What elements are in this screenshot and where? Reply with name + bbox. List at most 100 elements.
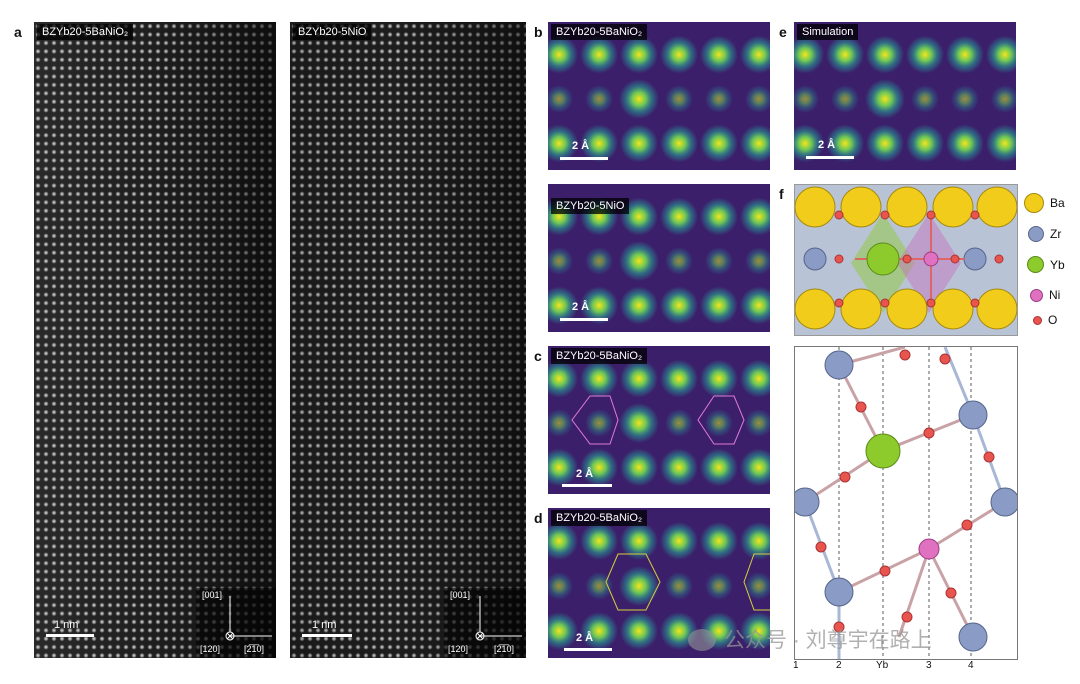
hexagon-outline bbox=[605, 553, 661, 611]
column-label: 2 bbox=[836, 660, 842, 671]
axis-left-label: [120] bbox=[200, 644, 221, 654]
zone-axis-box-right: [001] [120] [2̅1̅0] bbox=[444, 588, 526, 658]
axis-right-label: [2̅1̅0] bbox=[494, 644, 515, 654]
axis-right-label: [2̅1̅0] bbox=[244, 644, 265, 654]
o-atom bbox=[899, 349, 911, 361]
legend-item-o: O bbox=[1030, 313, 1057, 327]
ba-row-bottom bbox=[795, 288, 1017, 330]
scale-bar-2a bbox=[560, 157, 608, 160]
intensity-peak bbox=[665, 572, 693, 600]
ba-atom bbox=[795, 186, 836, 228]
intensity-peak bbox=[660, 286, 698, 325]
intensity-peak bbox=[739, 286, 770, 325]
intensity-peak bbox=[548, 247, 574, 275]
map-label: BZYb20-5BaNiO₂ bbox=[551, 24, 648, 40]
intensity-peak bbox=[865, 79, 905, 119]
o-atom bbox=[945, 587, 957, 599]
o-atom bbox=[961, 519, 973, 531]
intensity-map-c: BZYb20-5BaNiO₂ 2 Å bbox=[548, 346, 770, 494]
intensity-peak bbox=[739, 522, 770, 560]
intensity-peak bbox=[660, 197, 698, 236]
intensity-peak bbox=[866, 124, 904, 163]
o-atoms bbox=[834, 210, 1004, 308]
ba-swatch-icon bbox=[1024, 193, 1044, 213]
o-atom bbox=[901, 611, 913, 623]
intensity-peak bbox=[548, 448, 579, 487]
intensity-peak bbox=[665, 409, 693, 437]
zr-row bbox=[803, 247, 987, 271]
zr-atom bbox=[958, 622, 988, 652]
intensity-peak bbox=[699, 35, 738, 74]
intensity-peak bbox=[985, 124, 1016, 163]
scale-bar-text-right: 1 nm bbox=[312, 619, 337, 631]
legend-item-ba: Ba bbox=[1024, 193, 1065, 213]
intensity-map-svg bbox=[794, 22, 1016, 170]
intensity-peak bbox=[580, 35, 619, 74]
scale-bar-2a bbox=[806, 156, 854, 159]
intensity-peak bbox=[580, 448, 619, 487]
intensity-map-b-banio2: BZYb20-5BaNiO₂ 2 Å bbox=[548, 22, 770, 170]
column-label: 3 bbox=[926, 660, 932, 671]
intensity-peak bbox=[985, 35, 1016, 74]
panel-d-letter: d bbox=[534, 510, 543, 526]
intensity-peak bbox=[585, 85, 614, 113]
o-atom bbox=[994, 254, 1004, 264]
stem-image-bzyb20-5nio: BZYb20-5NiO 1 nm [001] [120] [2̅1̅0] bbox=[290, 22, 526, 658]
scale-bar-2a bbox=[560, 318, 608, 321]
legend-item-yb: Yb bbox=[1026, 256, 1065, 273]
zr-atom bbox=[963, 247, 987, 271]
column-label: 1 bbox=[793, 660, 799, 671]
intensity-peak bbox=[744, 85, 770, 113]
intensity-peak bbox=[794, 35, 825, 74]
intensity-peak bbox=[665, 247, 693, 275]
intensity-peak bbox=[660, 35, 698, 74]
o-atom bbox=[970, 210, 980, 220]
intensity-peak bbox=[548, 359, 579, 398]
column-label: 4 bbox=[968, 660, 974, 671]
scale-bar-text: 2 Å bbox=[576, 468, 594, 480]
hexagon-outline bbox=[697, 395, 745, 445]
ba-atom bbox=[795, 288, 836, 330]
intensity-peak bbox=[950, 85, 979, 113]
intensity-peak bbox=[739, 197, 770, 236]
intensity-map-svg bbox=[548, 508, 770, 658]
o-atom bbox=[833, 621, 845, 633]
intensity-peak bbox=[548, 572, 574, 600]
ba-atom bbox=[886, 288, 928, 330]
intensity-map-svg bbox=[548, 346, 770, 494]
intensity-map-e-simulation: Simulation 2 Å bbox=[794, 22, 1016, 170]
legend-item-zr: Zr bbox=[1026, 226, 1061, 242]
o-atom bbox=[879, 565, 891, 577]
ni-swatch-icon bbox=[1030, 288, 1043, 302]
intensity-peak bbox=[620, 359, 658, 398]
legend-label: O bbox=[1048, 313, 1058, 327]
intensity-peak bbox=[620, 286, 658, 325]
intensity-peak bbox=[660, 359, 698, 398]
scale-bar-2a bbox=[564, 648, 612, 651]
zr-atom bbox=[824, 350, 854, 380]
legend-label: Zr bbox=[1050, 227, 1062, 241]
intensity-peak bbox=[580, 612, 619, 650]
hexagon-outline bbox=[743, 553, 770, 611]
yb-atom bbox=[866, 242, 900, 276]
intensity-peak bbox=[548, 124, 579, 163]
zr-sites bbox=[795, 350, 1017, 652]
scale-bar-text: 2 Å bbox=[572, 140, 590, 152]
map-label: BZYb20-5NiO bbox=[551, 198, 630, 214]
intensity-peak bbox=[744, 572, 770, 600]
intensity-peak bbox=[739, 448, 770, 487]
intensity-peak bbox=[620, 448, 658, 487]
intensity-peak bbox=[866, 35, 904, 74]
axis-up-label: [001] bbox=[202, 590, 223, 600]
watermark-text: 公众号 · 刘尊宇在路上 bbox=[724, 629, 932, 652]
ba-atom bbox=[840, 186, 882, 228]
o-atom bbox=[983, 451, 995, 463]
scale-bar-text: 2 Å bbox=[572, 301, 590, 313]
zr-atom bbox=[824, 577, 854, 607]
legend-label: Yb bbox=[1050, 257, 1065, 272]
hexagon-outline bbox=[571, 395, 619, 445]
intensity-peak bbox=[739, 359, 770, 398]
panel-a-letter: a bbox=[14, 24, 22, 40]
scale-bar-text: 2 Å bbox=[818, 139, 836, 151]
stem-left-label: BZYb20-5BaNiO₂ bbox=[37, 24, 134, 40]
